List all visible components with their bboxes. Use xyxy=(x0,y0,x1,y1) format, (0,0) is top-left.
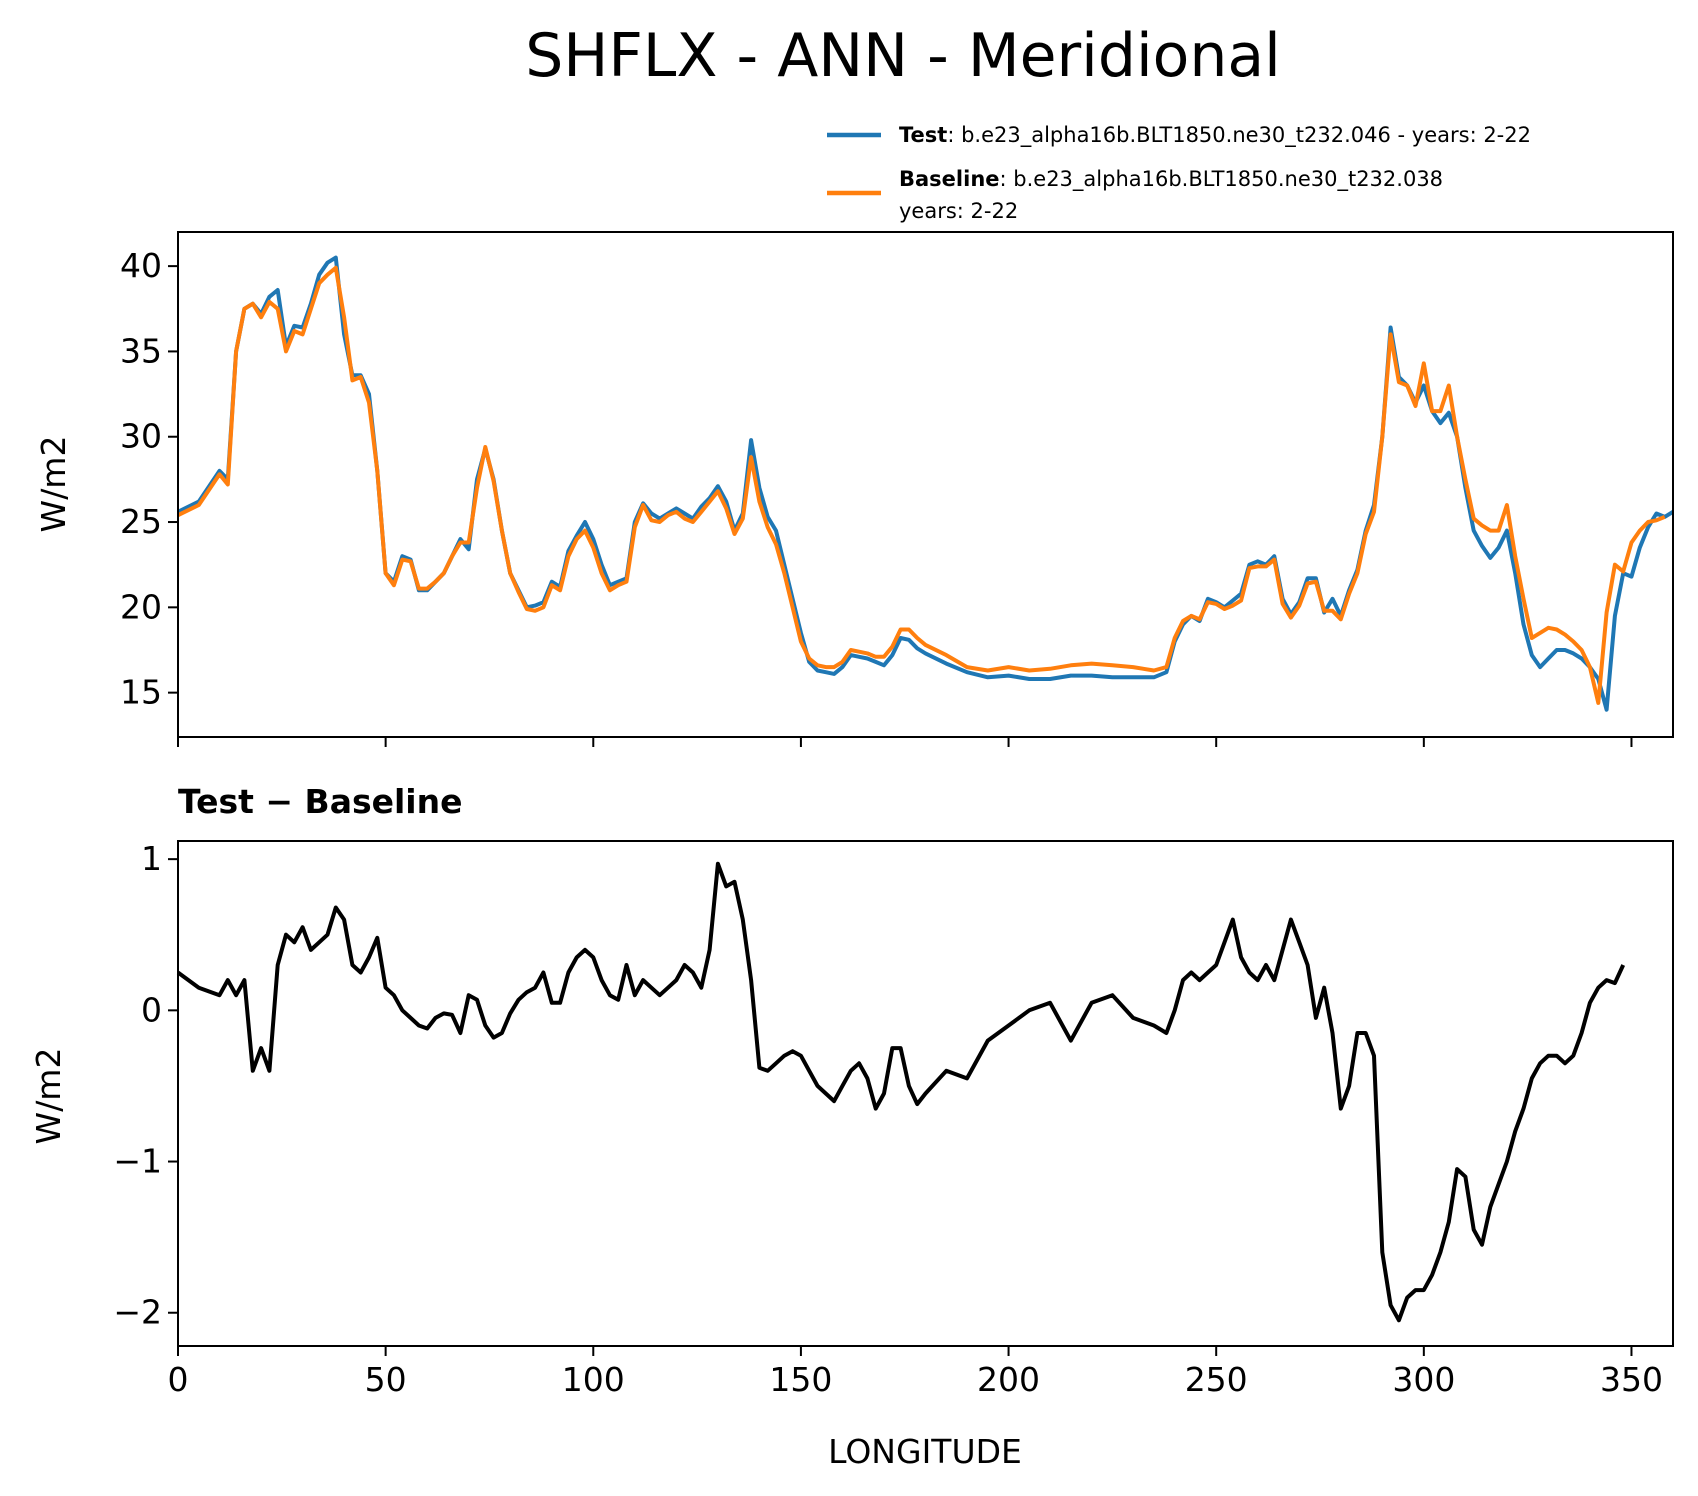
x-tick-label: 350 xyxy=(1600,1360,1663,1399)
x-tick-label: 150 xyxy=(769,1360,832,1399)
bottom-y-tick-label: 0 xyxy=(141,990,162,1029)
top-y-tick-label: 40 xyxy=(120,246,162,285)
x-axis-label: LONGITUDE xyxy=(828,1432,1022,1471)
chart-title: SHFLX - ANN - Meridional xyxy=(525,21,1281,91)
legend-baseline-text1: : b.e23_alpha16b.BLT1850.ne30_t232.038 xyxy=(1000,167,1444,192)
top-y-tick-label: 20 xyxy=(120,587,162,626)
bottom-axis-ticks: 0 50 100 150 200 250 300 350 −2 −1 0 1 xyxy=(113,839,1663,1399)
top-axis-ticks: 15 20 25 30 35 40 xyxy=(120,246,1633,747)
bottom-series-lines xyxy=(176,861,1626,1323)
bottom-plot: Test − Baseline 0 50 100 150 200 250 300 350 −2 −… xyxy=(29,782,1674,1471)
x-tick-label: 300 xyxy=(1392,1360,1455,1399)
x-tick-label: 50 xyxy=(365,1360,407,1399)
top-y-tick-label: 30 xyxy=(120,417,162,456)
legend-test-name: Test xyxy=(899,123,947,147)
top-y-tick-label: 25 xyxy=(120,502,162,541)
legend-baseline-label: Baseline: b.e23_alpha16b.BLT1850.ne30_t2… xyxy=(899,167,1443,192)
top-series-line-test xyxy=(177,255,1675,712)
legend-baseline-name: Baseline xyxy=(899,167,1000,191)
bottom-y-tick-label: −2 xyxy=(113,1293,162,1332)
top-y-tick-label: 35 xyxy=(120,331,162,370)
legend-test-label: Test: b.e23_alpha16b.BLT1850.ne30_t232.0… xyxy=(899,123,1531,148)
bottom-y-axis-label: W/m2 xyxy=(29,1048,68,1145)
top-y-axis-label: W/m2 xyxy=(34,436,73,533)
legend: Test: b.e23_alpha16b.BLT1850.ne30_t232.0… xyxy=(827,123,1531,223)
x-tick-label: 200 xyxy=(977,1360,1040,1399)
top-plot: 15 20 25 30 35 40 W/m2 xyxy=(34,231,1675,747)
top-series-lines xyxy=(177,255,1675,712)
top-plot-frame xyxy=(177,231,1674,738)
x-tick-label: 0 xyxy=(168,1360,189,1399)
bottom-series-line-test-baseline xyxy=(176,861,1626,1323)
x-tick-label: 250 xyxy=(1185,1360,1248,1399)
legend-baseline-years: years: 2-22 xyxy=(899,199,1018,223)
x-tick-label: 100 xyxy=(562,1360,625,1399)
bottom-y-tick-label: −1 xyxy=(113,1142,162,1181)
bottom-plot-frame xyxy=(177,840,1674,1347)
legend-test-text: : b.e23_alpha16b.BLT1850.ne30_t232.046 -… xyxy=(947,123,1531,148)
top-series-line-baseline xyxy=(177,265,1666,705)
bottom-y-tick-label: 1 xyxy=(141,839,162,878)
bottom-plot-title: Test − Baseline xyxy=(178,782,463,821)
top-y-tick-label: 15 xyxy=(120,673,162,712)
